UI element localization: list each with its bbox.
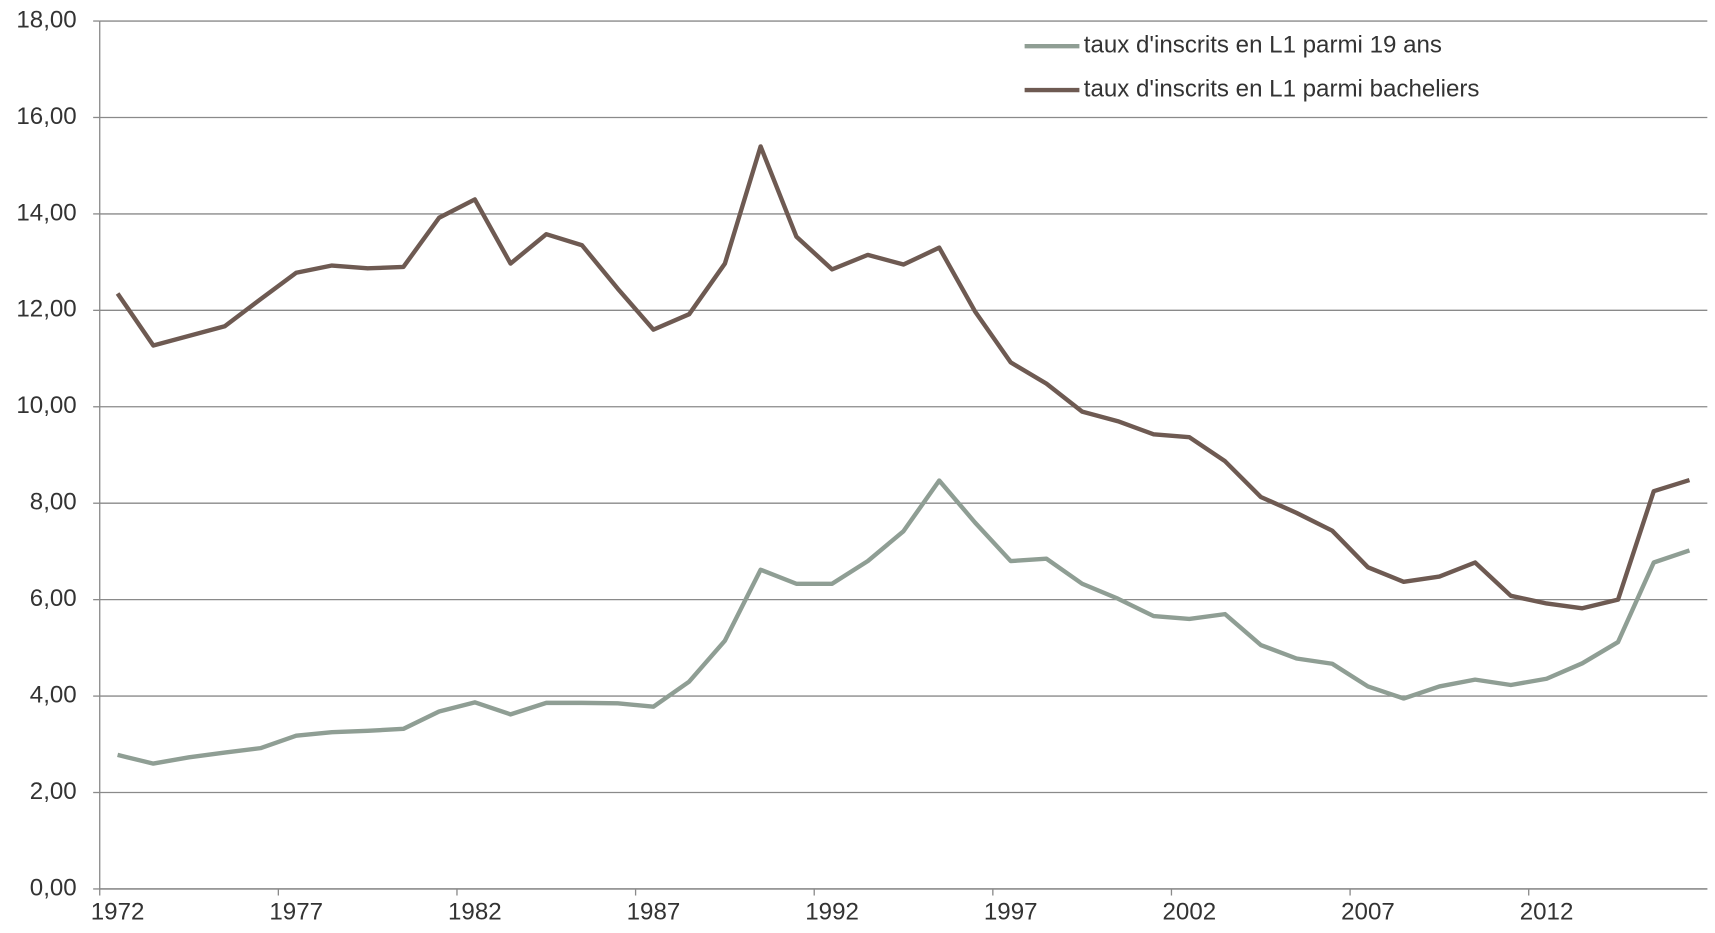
- x-tick-label: 1997: [984, 898, 1038, 925]
- y-tick-label: 6,00: [30, 585, 77, 612]
- y-tick-label: 12,00: [16, 296, 76, 323]
- y-tick-label: 14,00: [16, 199, 76, 226]
- data-line: [115, 144, 1691, 611]
- y-tick-label: 18,00: [16, 6, 76, 33]
- x-tick-label: 1972: [91, 898, 145, 925]
- x-tick-label: 1977: [269, 898, 323, 925]
- legend-label: taux d'inscrits en L1 parmi 19 ans: [1084, 32, 1442, 59]
- y-tick-label: 0,00: [30, 874, 77, 901]
- y-tick-label: 8,00: [30, 489, 77, 516]
- x-tick-label: 1992: [805, 898, 859, 925]
- y-tick-label: 16,00: [16, 103, 76, 130]
- legend-label: taux d'inscrits en L1 parmi bacheliers: [1084, 75, 1480, 102]
- x-tick-label: 1987: [627, 898, 681, 925]
- data-line: [117, 478, 1691, 766]
- y-tick-label: 10,00: [16, 392, 76, 419]
- x-tick-label: 2012: [1520, 898, 1574, 925]
- x-tick-label: 1982: [448, 898, 502, 925]
- y-tick-label: 4,00: [30, 681, 77, 708]
- x-tick-label: 2002: [1163, 898, 1217, 925]
- y-tick-label: 2,00: [30, 778, 77, 805]
- x-tick-label: 2007: [1341, 898, 1395, 925]
